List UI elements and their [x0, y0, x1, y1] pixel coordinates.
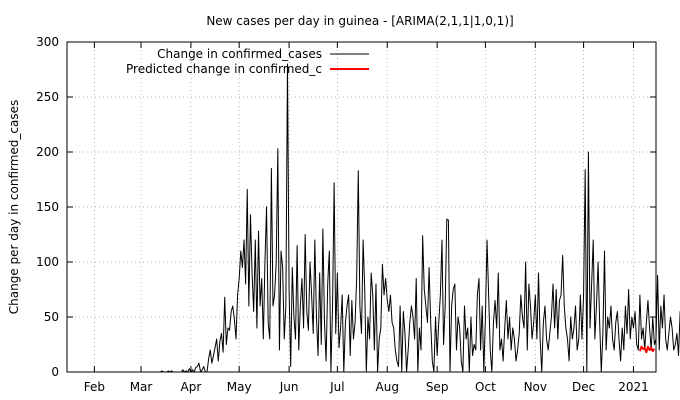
- x-tick-label: Sep: [426, 380, 449, 394]
- x-tick-label: May: [227, 380, 252, 394]
- x-tick-label: Aug: [376, 380, 399, 394]
- y-tick-label: 250: [36, 90, 59, 104]
- legend-label-change-in-confirmed-cases: Change in confirmed_cases: [157, 47, 322, 61]
- y-tick-label: 300: [36, 35, 59, 49]
- x-tick-label: Mar: [130, 380, 153, 394]
- x-tick-label: Dec: [572, 380, 595, 394]
- y-tick-label: 0: [51, 365, 59, 379]
- series-line-change-in-confirmed-cases: [78, 63, 680, 373]
- y-axis-label: Change per day in confirmed_cases: [7, 100, 21, 315]
- chart-title: New cases per day in guinea - [ARIMA(2,1…: [206, 14, 513, 28]
- axis-ticks: 0 50 100 150 200 250 300 Feb Mar Apr May Jun Jul Aug S…: [36, 35, 656, 394]
- y-tick-label: 50: [44, 310, 59, 324]
- x-tick-label: Oct: [475, 380, 496, 394]
- x-tick-label: Nov: [524, 380, 547, 394]
- series-layer: [78, 63, 680, 373]
- x-tick-label: Jul: [329, 380, 344, 394]
- legend: Change in confirmed_cases Predicted chan…: [126, 47, 369, 76]
- y-tick-label: 100: [36, 255, 59, 269]
- y-tick-label: 200: [36, 145, 59, 159]
- legend-label-predicted-change: Predicted change in confirmed_c: [126, 62, 322, 76]
- x-tick-label: Feb: [84, 380, 105, 394]
- y-tick-label: 150: [36, 200, 59, 214]
- x-tick-label: 2021: [618, 380, 649, 394]
- x-tick-label: Apr: [181, 380, 202, 394]
- series-line-predicted-change: [638, 345, 656, 354]
- x-tick-label: Jun: [279, 380, 299, 394]
